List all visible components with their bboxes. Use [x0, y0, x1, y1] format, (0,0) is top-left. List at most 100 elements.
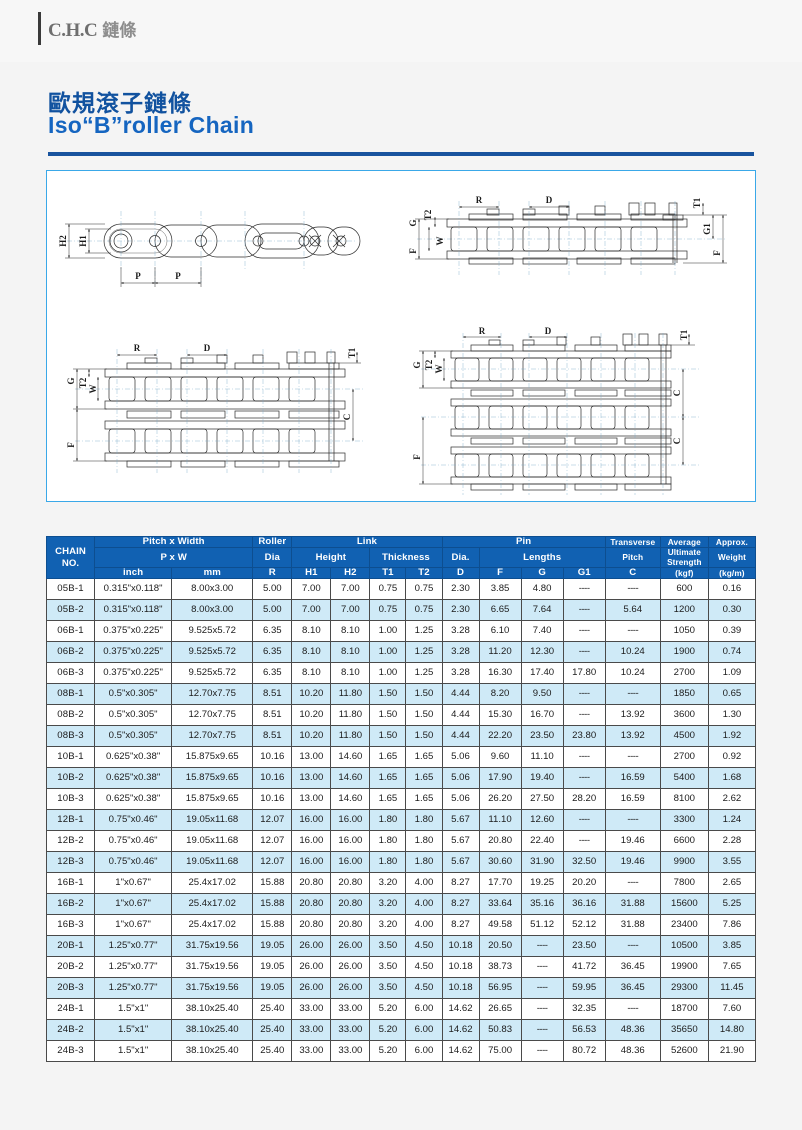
cell-strength: 1050 [659, 620, 709, 643]
cell-H2: 14.60 [330, 767, 371, 790]
cell-strength: 7800 [659, 872, 709, 895]
cell-T1: 3.20 [369, 914, 407, 937]
cell-H2: 16.00 [330, 809, 371, 832]
cell-F: 9.60 [478, 746, 522, 769]
header-row-3: inch mm R H1 H2 T1 T2 D F G G1 C (kgf) (… [47, 567, 757, 580]
title-underline [48, 152, 754, 156]
cell-D: 4.44 [441, 725, 480, 748]
cell-strength: 3600 [659, 704, 709, 727]
cell-weight: 3.85 [707, 935, 757, 958]
cell-H2: 14.60 [330, 788, 371, 811]
cell-G1: ---- [562, 746, 606, 769]
cell-T1: 3.20 [369, 893, 407, 916]
cell-R: 5.00 [252, 578, 293, 601]
cell-strength: 4500 [659, 725, 709, 748]
cell-F: 30.60 [478, 851, 522, 874]
technical-diagrams-svg: .ln{stroke:#2b2b2b;stroke-width:.7;fill:… [58, 195, 727, 495]
cell-T1: 1.80 [369, 830, 407, 853]
label-W: W [434, 365, 444, 374]
cell-T2: 6.00 [405, 1019, 443, 1042]
cell-H2: 33.00 [330, 1019, 371, 1042]
cell-H1: 33.00 [291, 998, 332, 1021]
cell-H2: 16.00 [330, 851, 371, 874]
cell-chain-no: 12B-3 [45, 851, 96, 874]
cell-weight: 21.90 [707, 1040, 757, 1063]
cell-G1: ---- [562, 683, 606, 706]
cell-mm: 12.70x7.75 [171, 683, 254, 706]
cell-G1: ---- [562, 809, 606, 832]
cell-D: 10.18 [441, 956, 480, 979]
cell-mm: 15.875x9.65 [171, 767, 254, 790]
th-approx-weight-l1: Approx. [707, 535, 757, 549]
cell-chain-no: 06B-1 [45, 620, 96, 643]
cell-H2: 26.00 [330, 977, 371, 1000]
cell-inch: 0.315"x0.118" [94, 578, 173, 601]
fig-triplex-top-view: R D G F T2 W T1 C C [412, 326, 701, 495]
cell-C: 19.46 [604, 830, 661, 853]
cell-D: 5.06 [441, 746, 480, 769]
cell-H2: 26.00 [330, 935, 371, 958]
cell-C: 5.64 [604, 599, 661, 622]
cell-inch: 1.25"x0.77" [94, 956, 173, 979]
cell-strength: 2700 [659, 746, 709, 769]
table-row: 10B-1 0.625"x0.38" 15.875x9.65 10.16 13.00 14… [45, 746, 757, 769]
cell-T1: 0.75 [369, 599, 407, 622]
cell-T2: 0.75 [405, 578, 443, 601]
cell-D: 5.06 [441, 788, 480, 811]
cell-strength: 23400 [659, 914, 709, 937]
cell-inch: 0.375"x0.225" [94, 620, 173, 643]
cell-weight: 0.16 [707, 578, 757, 601]
cell-inch: 1.25"x0.77" [94, 977, 173, 1000]
cell-D: 5.67 [441, 851, 480, 874]
title-zone: 歐規滾子鏈條 Iso“B”roller Chain [0, 62, 802, 160]
cell-C: 19.46 [604, 851, 661, 874]
th-transverse-pitch-l1: Transverse [604, 535, 661, 549]
cell-inch: 1.5"x1" [94, 1040, 173, 1063]
cell-T2: 0.75 [405, 599, 443, 622]
cell-G: 16.70 [520, 704, 564, 727]
label-F: F [412, 454, 422, 460]
cell-chain-no: 08B-2 [45, 704, 96, 727]
cell-T2: 4.00 [405, 893, 443, 916]
cell-T1: 3.50 [369, 935, 407, 958]
cell-chain-no: 20B-3 [45, 977, 96, 1000]
cell-T1: 1.00 [369, 641, 407, 664]
th-col-mm: mm [171, 567, 254, 580]
cell-chain-no: 24B-3 [45, 1040, 96, 1063]
cell-H2: 7.00 [330, 599, 371, 622]
cell-mm: 25.4x17.02 [171, 893, 254, 916]
cell-chain-no: 12B-2 [45, 830, 96, 853]
cell-inch: 0.625"x0.38" [94, 788, 173, 811]
cell-T1: 1.65 [369, 767, 407, 790]
th-col-G: G [520, 567, 564, 580]
table-row: 08B-2 0.5"x0.305" 12.70x7.75 8.51 10.20 11.80… [45, 704, 757, 727]
cell-G1: 41.72 [562, 956, 606, 979]
cell-F: 16.30 [478, 662, 522, 685]
th-pin: Pin [441, 535, 606, 549]
th-link: Link [291, 535, 443, 549]
th-pin-lengths: Lengths [478, 547, 606, 569]
cell-weight: 7.65 [707, 956, 757, 979]
th-chain-no-l1: CHAIN [55, 545, 86, 557]
cell-H2: 16.00 [330, 830, 371, 853]
label-T2: T2 [78, 377, 88, 388]
cell-H1: 8.10 [291, 641, 332, 664]
cell-mm: 38.10x25.40 [171, 1019, 254, 1042]
cell-mm: 31.75x19.56 [171, 935, 254, 958]
th-link-height: Height [291, 547, 371, 569]
label-G: G [412, 361, 422, 368]
cell-weight: 11.45 [707, 977, 757, 1000]
cell-T1: 3.50 [369, 977, 407, 1000]
cell-R: 25.40 [252, 1040, 293, 1063]
cell-chain-no: 16B-1 [45, 872, 96, 895]
label-C-1: C [672, 390, 682, 397]
cell-C: 31.88 [604, 914, 661, 937]
table-row: 08B-1 0.5"x0.305" 12.70x7.75 8.51 10.20 11.80… [45, 683, 757, 706]
cell-inch: 0.5"x0.305" [94, 704, 173, 727]
cell-T1: 0.75 [369, 578, 407, 601]
cell-R: 15.88 [252, 914, 293, 937]
fig-duplex-top-view: R D G F T2 W T1 C [66, 343, 365, 473]
cell-H2: 11.80 [330, 704, 371, 727]
table-row: 05B-1 0.315"x0.118" 8.00x3.00 5.00 7.00 7.00 0… [45, 578, 757, 601]
